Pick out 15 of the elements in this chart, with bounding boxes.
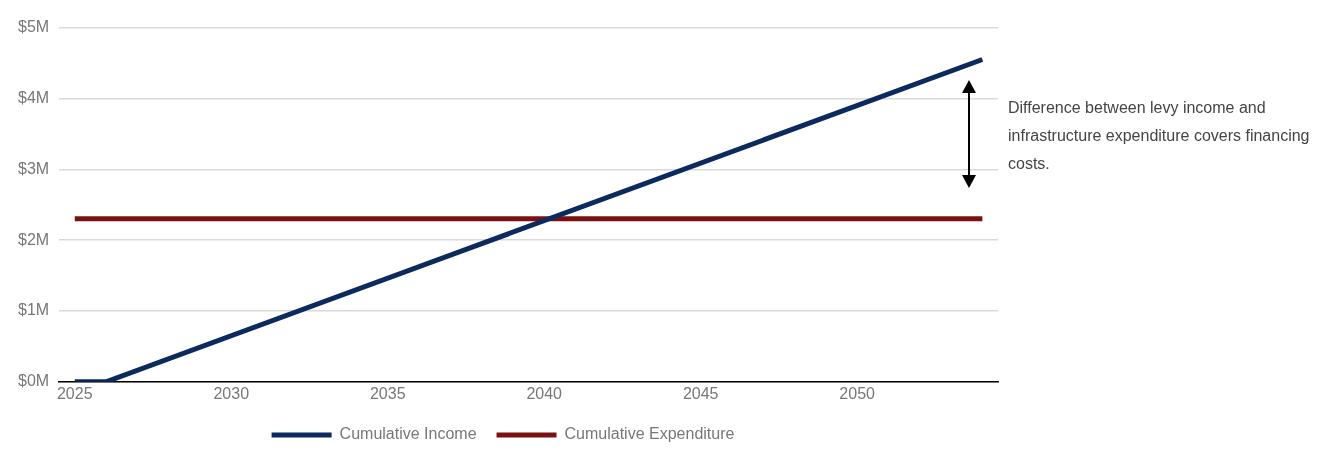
x-tick-label: 2045	[682, 384, 719, 402]
y-tick-label: $1M	[18, 301, 50, 319]
x-tick-label: 2030	[213, 384, 250, 402]
text: Difference between levy income and infrastructure expenditure covers financing costs.	[1008, 98, 1311, 174]
y-tick-label: $0M	[18, 372, 50, 390]
x-tick-label: 2025	[56, 384, 93, 402]
x-tick-label: 2035	[369, 384, 406, 402]
legend-label: Cumulative Expenditure	[564, 425, 735, 443]
x-tick-label: 2040	[526, 384, 563, 402]
x-tick-label: 2050	[839, 384, 876, 402]
y-tick-label: $5M	[18, 18, 50, 36]
legend-label: Cumulative Income	[339, 425, 477, 443]
y-tick-label: $4M	[18, 88, 50, 106]
y-tick-label: $3M	[18, 159, 50, 177]
y-tick-label: $2M	[18, 230, 50, 248]
